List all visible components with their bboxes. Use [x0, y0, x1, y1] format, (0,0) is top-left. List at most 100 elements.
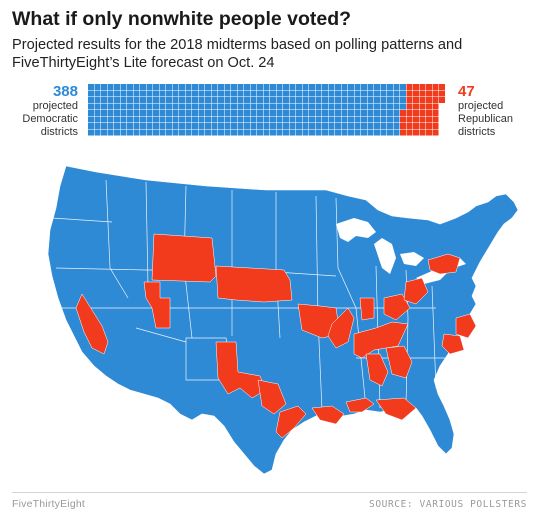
democratic-district-cell: [101, 110, 107, 116]
democratic-district-cell: [198, 97, 205, 103]
democratic-district-cell: [166, 90, 172, 97]
democratic-district-cell: [361, 90, 367, 97]
democratic-district-cell: [367, 129, 374, 136]
democratic-district-cell: [354, 103, 361, 110]
democratic-district-cell: [153, 90, 159, 97]
democratic-district-cell: [107, 123, 114, 129]
democratic-district-cell: [270, 110, 276, 116]
democratic-district-cell: [276, 123, 283, 129]
rep-area-georgia: [385, 345, 413, 379]
democratic-district-cell: [250, 116, 257, 123]
democratic-district-cell: [354, 123, 361, 129]
republican-district-cell: [426, 116, 432, 123]
democratic-district-cell: [114, 84, 120, 90]
democratic-district-cell: [192, 90, 198, 97]
democratic-district-cell: [192, 84, 198, 90]
republican-district-cell: [413, 103, 419, 110]
democratic-district-cell: [205, 103, 211, 110]
democratic-district-cell: [140, 110, 146, 116]
democratic-district-cell: [244, 116, 250, 123]
democratic-district-cell: [185, 129, 192, 136]
democratic-district-cell: [263, 97, 270, 103]
democratic-district-cell: [276, 84, 283, 90]
democratic-district-cell: [218, 84, 224, 90]
republican-district-cell: [419, 129, 426, 136]
democratic-district-cell: [205, 129, 211, 136]
great-lakes: [336, 218, 466, 284]
democratic-district-cell: [133, 90, 140, 97]
democratic-district-cell: [322, 110, 328, 116]
democratic-district-cell: [114, 90, 120, 97]
democratic-district-cell: [146, 103, 153, 110]
democratic-district-cell: [218, 123, 224, 129]
democratic-district-cell: [367, 90, 374, 97]
democratic-district-cell: [296, 116, 302, 123]
rep-area-texas-gulf-coast: [275, 405, 307, 439]
republican-district-cell: [432, 110, 439, 116]
democratic-district-cell: [341, 129, 348, 136]
democratic-district-cell: [361, 123, 367, 129]
rep-area-wyoming: [151, 233, 217, 283]
democratic-district-cell: [348, 116, 354, 123]
democratic-district-cell: [296, 90, 302, 97]
democratic-district-cell: [276, 103, 283, 110]
democratic-district-cell: [211, 129, 218, 136]
democratic-district-cell: [127, 123, 133, 129]
democratic-district-cell: [367, 84, 374, 90]
democratic-district-cell: [153, 123, 159, 129]
democratic-district-cell: [302, 97, 309, 103]
democratic-district-cell: [101, 90, 107, 97]
democratic-district-cell: [283, 103, 289, 110]
republican-district-cell: [413, 90, 419, 97]
democratic-district-cell: [159, 110, 166, 116]
democratic-district-cell: [335, 84, 341, 90]
democratic-district-cell: [270, 123, 276, 129]
us-district-map: [47, 165, 519, 475]
democratic-district-cell: [302, 103, 309, 110]
democratic-district-cell: [380, 103, 387, 110]
democratic-district-cell: [244, 90, 250, 97]
democratic-district-cell: [218, 90, 224, 97]
democratic-district-cell: [133, 129, 140, 136]
republican-district-cell: [406, 123, 413, 129]
democratic-district-cell: [283, 116, 289, 123]
republican-district-cell: [406, 103, 413, 110]
democratic-district-cell: [244, 103, 250, 110]
democratic-district-cell: [257, 123, 263, 129]
democratic-district-cell: [192, 129, 198, 136]
democratic-label-line2: Democratic: [22, 113, 78, 125]
democratic-district-cell: [244, 97, 250, 103]
republican-label-line2: Republican: [458, 113, 514, 125]
democratic-district-cell: [322, 103, 328, 110]
democratic-district-cell: [283, 90, 289, 97]
democratic-district-cell: [107, 84, 114, 90]
democratic-district-cell: [387, 103, 393, 110]
democratic-district-cell: [94, 90, 101, 97]
democratic-district-cell: [257, 84, 263, 90]
democratic-district-cell: [335, 110, 341, 116]
democratic-district-cell: [302, 123, 309, 129]
democratic-district-cell: [179, 84, 185, 90]
democratic-district-cell: [107, 110, 114, 116]
democratic-district-cell: [192, 116, 198, 123]
democratic-district-cell: [205, 90, 211, 97]
democratic-district-cell: [231, 123, 237, 129]
democratic-district-cell: [367, 110, 374, 116]
democratic-district-cell: [101, 97, 107, 103]
democratic-district-cell: [328, 116, 335, 123]
democratic-district-cell: [244, 129, 250, 136]
democratic-district-cell: [205, 97, 211, 103]
democratic-district-cell: [159, 97, 166, 103]
republican-district-cell: [432, 97, 439, 103]
democratic-district-cell: [296, 110, 302, 116]
democratic-district-cell: [341, 116, 348, 123]
democratic-district-cell: [335, 123, 341, 129]
footer-divider: [12, 492, 527, 493]
democratic-district-cell: [101, 103, 107, 110]
democratic-district-cell: [179, 103, 185, 110]
democratic-district-cell: [153, 129, 159, 136]
democratic-district-cell: [166, 116, 172, 123]
democratic-district-cell: [348, 90, 354, 97]
democratic-district-cell: [393, 129, 400, 136]
democratic-district-cell: [140, 116, 146, 123]
